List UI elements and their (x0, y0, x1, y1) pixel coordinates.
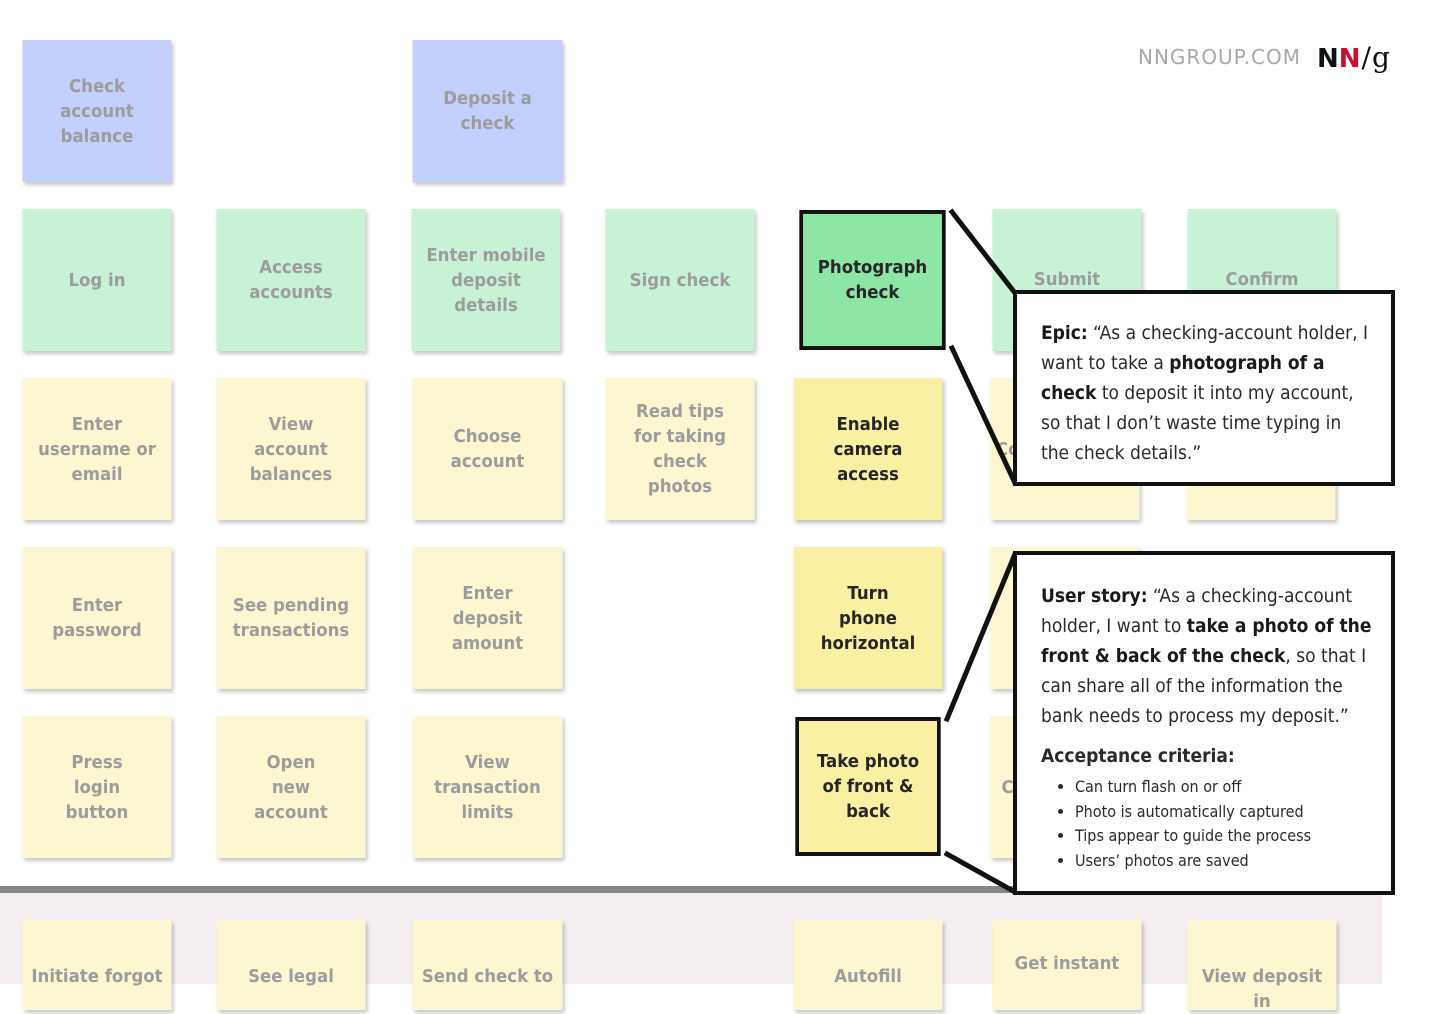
step-photograph-check: Photograph check (799, 210, 946, 350)
story-enter-amount: Enter deposit amount (412, 547, 563, 689)
epic-text-bold: photograph of a check (1041, 352, 1325, 404)
acceptance-criterion: Users’ photos are saved (1075, 849, 1373, 874)
acceptance-criteria-list: Can turn flash on or off Photo is automa… (1041, 775, 1373, 873)
brand-url: NNGROUP.COM (1138, 45, 1301, 69)
release-autofill: Autofill (793, 920, 943, 1010)
story-see-pending: See pending transactions (216, 547, 366, 689)
step-log-in: Log in (22, 209, 172, 351)
acceptance-criterion: Can turn flash on or off (1075, 775, 1373, 800)
release-see-legal: See legal (216, 920, 366, 1010)
story-press-login: Press login button (22, 716, 172, 858)
story-read-tips: Read tips for taking check photos (605, 378, 755, 520)
story-view-limits: View transaction limits (412, 716, 563, 858)
story-turn-phone: Turn phone horizontal (793, 547, 943, 689)
step-sign-check: Sign check (605, 209, 755, 351)
story-open-account: Open new account (216, 716, 366, 858)
story-choose-account: Choose account (412, 378, 563, 520)
acceptance-criterion: Tips appear to guide the process (1075, 824, 1373, 849)
user-story-text: User story: “As a checking-account holde… (1041, 581, 1373, 731)
release-get-instant: Get instant (992, 920, 1142, 1010)
release-view-deposit: View deposit in (1187, 920, 1337, 1012)
user-story-callout: User story: “As a checking-account holde… (1013, 551, 1395, 895)
story-take-photo: Take photo of front & back (795, 717, 941, 856)
epic-callout: Epic: “As a checking-account holder, I w… (1013, 290, 1395, 486)
step-access-accounts: Access accounts (216, 209, 366, 351)
story-enable-camera: Enable camera access (793, 378, 943, 520)
nng-logo: N N / g (1316, 40, 1390, 74)
story-enter-username: Enter username or email (22, 378, 172, 520)
release-send-check: Send check to (412, 920, 563, 1010)
acceptance-criterion: Photo is automatically captured (1075, 800, 1373, 825)
story-enter-password: Enter password (22, 547, 172, 689)
release-divider (0, 886, 1040, 893)
user-story-text-bold: take a photo of the front & back of the … (1041, 615, 1372, 667)
user-story-text-post: , so that I can share all of the informa… (1041, 645, 1367, 727)
epic-label: Epic: (1041, 322, 1088, 344)
activity-check-balance: Check account balance (22, 40, 172, 182)
brand-header: NNGROUP.COM N N / g (1138, 40, 1390, 74)
epic-text-pre: “As a checking-account holder, I want to… (1041, 322, 1369, 374)
release-initiate-forgot: Initiate forgot (22, 920, 172, 1010)
story-view-balances: View account balances (216, 378, 366, 520)
user-story-text-pre: “As a checking-account holder, I want to (1041, 585, 1353, 637)
user-story-label: User story: (1041, 585, 1148, 607)
acceptance-criteria-title: Acceptance criteria: (1041, 745, 1235, 767)
epic-text-post: to deposit it into my account, so that I… (1041, 382, 1354, 464)
activity-deposit-check: Deposit a check (412, 40, 563, 182)
step-enter-mobile-deposit: Enter mobile deposit details (411, 209, 561, 351)
release-band (0, 893, 1382, 984)
